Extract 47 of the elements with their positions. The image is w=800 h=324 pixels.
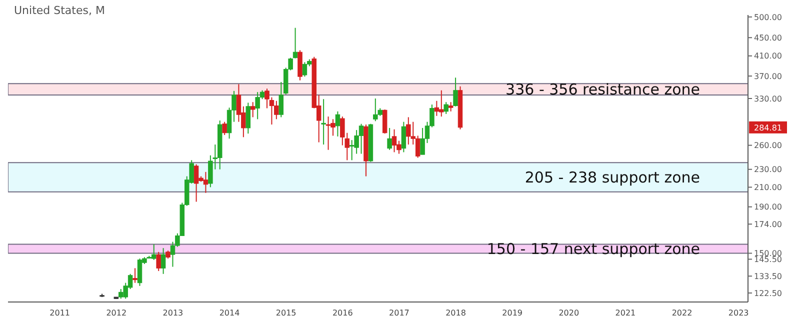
candlestick [246, 102, 251, 134]
candlestick [321, 98, 326, 146]
y-tick-label: 174.00 [754, 220, 782, 229]
x-tick-label: 2022 [672, 308, 692, 318]
candlestick [387, 127, 392, 150]
candlestick [292, 27, 298, 59]
x-tick-label: 2015 [276, 308, 296, 318]
x-tick-label: 2014 [219, 308, 240, 318]
y-tick-label: 330.00 [754, 94, 782, 104]
x-tick-label: 2019 [502, 308, 523, 318]
x-tick-label: 2016 [332, 308, 353, 318]
y-tick-label: 133.50 [754, 272, 782, 281]
y-tick-label: 500.00 [754, 12, 782, 22]
x-tick-label: 2011 [50, 308, 70, 318]
candlestick [132, 268, 138, 284]
band-label: 205 - 238 support zone [524, 168, 700, 187]
x-tick-label: 2023 [728, 308, 749, 318]
candlestick [160, 248, 166, 274]
x-tick-label: 2021 [615, 308, 636, 318]
x-tick-label: 2013 [162, 308, 184, 318]
candlestick [444, 102, 448, 114]
y-tick-label: 410.00 [754, 52, 782, 61]
y-tick-label: 145.50 [754, 255, 782, 264]
y-tick-label: 190.00 [754, 202, 782, 212]
x-tick-label: 2017 [389, 308, 410, 318]
candlestick [401, 121, 406, 153]
candlestick [302, 62, 308, 78]
chart-title: United States, M [14, 4, 105, 17]
candlestick [156, 251, 161, 272]
x-tick-label: 2018 [446, 308, 466, 318]
candlestick [335, 110, 340, 137]
y-tick-label: 210.00 [754, 183, 782, 192]
y-tick-label: 450.00 [754, 33, 782, 42]
y-tick-label: 370.00 [754, 72, 782, 81]
candlestick [382, 109, 388, 134]
y-tick-label: 122.50 [754, 288, 782, 298]
y-tick-label: 260.00 [754, 141, 782, 150]
band-label: 336 - 356 resistance zone [506, 80, 700, 99]
annotation: 284.81 [754, 123, 782, 132]
candlestick [222, 121, 227, 136]
x-tick-label: 2020 [558, 308, 580, 318]
y-tick-label: 230.00 [754, 165, 782, 174]
x-tick-label: 2012 [106, 308, 127, 318]
candlestick [250, 102, 256, 118]
candlestick [278, 81, 284, 118]
candlestick [453, 77, 458, 107]
candlestick [448, 102, 454, 112]
